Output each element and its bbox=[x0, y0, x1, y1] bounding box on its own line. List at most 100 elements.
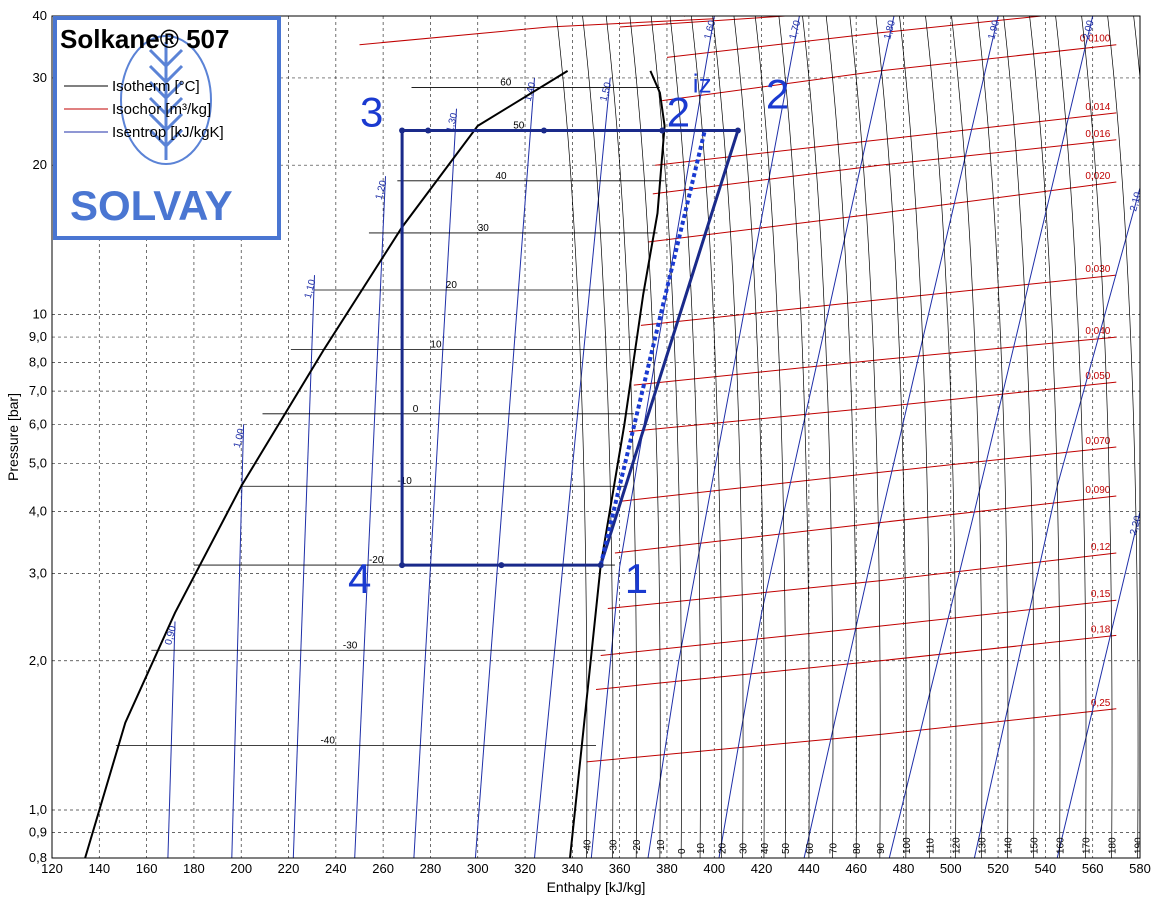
cycle-marker bbox=[399, 562, 406, 569]
isochor-label: 0,12 bbox=[1091, 542, 1111, 553]
isotherm-vapor-line bbox=[1003, 16, 1035, 858]
cycle-marker bbox=[498, 562, 505, 569]
isotherm-bottom-label: 40 bbox=[760, 842, 771, 854]
isochor-line bbox=[359, 18, 715, 46]
isochor-label: 0,0045 bbox=[678, 8, 709, 19]
isochor-label: 0,050 bbox=[1085, 371, 1110, 382]
isotherm-bottom-label: 70 bbox=[829, 842, 840, 854]
chart-title: Solkane® 507 bbox=[60, 24, 229, 54]
cycle-point-label: 4 bbox=[348, 555, 371, 602]
isochor-label: 0,016 bbox=[1085, 129, 1110, 140]
isochor-line bbox=[621, 446, 1117, 502]
isotherm-label: 20 bbox=[446, 280, 458, 291]
isotherm-label: 30 bbox=[478, 223, 490, 234]
isentrope-line bbox=[534, 77, 611, 858]
isotherm-vapor-line bbox=[925, 16, 957, 858]
x-tick-label: 160 bbox=[136, 861, 158, 876]
isentrope-label: 1,40 bbox=[523, 81, 539, 103]
isentrope-label: 1,50 bbox=[598, 81, 614, 103]
isotherm-bottom-label: 90 bbox=[876, 842, 887, 854]
x-tick-label: 340 bbox=[561, 861, 583, 876]
plot-area: 0,00450,00600,00800,01000,0140,0160,0200… bbox=[84, 8, 1144, 858]
y-tick-label: 10 bbox=[33, 306, 47, 321]
isotherm-vapor-line bbox=[691, 16, 723, 858]
isotherm-bottom-label: 20 bbox=[717, 842, 728, 854]
isotherm-bottom-label: 60 bbox=[805, 842, 816, 854]
x-tick-label: 520 bbox=[987, 861, 1009, 876]
isentrope-line bbox=[231, 424, 245, 858]
isotherm-label: -40 bbox=[320, 735, 335, 746]
isochor-label: 0,040 bbox=[1085, 326, 1110, 337]
isotherm-bottom-label: 80 bbox=[852, 842, 863, 854]
isotherm-bottom-label: -20 bbox=[632, 839, 643, 854]
x-tick-label: 380 bbox=[656, 861, 678, 876]
isotherm-bottom-label: 160 bbox=[1056, 837, 1067, 854]
cycle-marker bbox=[597, 562, 604, 569]
y-tick-label: 5,0 bbox=[29, 456, 47, 471]
isentrope-line bbox=[888, 16, 1094, 858]
isentrope-line bbox=[803, 16, 999, 858]
isentrope-label: 1,90 bbox=[986, 19, 1002, 41]
legend-label-isentrop: Isentrop [kJ/kgK] bbox=[112, 124, 224, 141]
isochor-label: 0,25 bbox=[1091, 698, 1111, 709]
isentrope-label: 2,10 bbox=[1128, 191, 1144, 213]
isentrope-line bbox=[718, 16, 895, 858]
isentrope-line bbox=[474, 77, 535, 858]
isotherm-bottom-label: -40 bbox=[583, 839, 594, 854]
x-tick-label: 120 bbox=[41, 861, 63, 876]
x-tick-label: 560 bbox=[1082, 861, 1104, 876]
isotherm-label: 0 bbox=[413, 404, 419, 415]
isotherm-vapor-line bbox=[875, 16, 907, 858]
isentrope-line bbox=[647, 16, 800, 858]
y-tick-label: 8,0 bbox=[29, 354, 47, 369]
isotherm-vapor-line bbox=[582, 16, 614, 858]
isotherm-vapor-line bbox=[669, 16, 701, 858]
x-tick-label: 460 bbox=[845, 861, 867, 876]
isochor-label: 0,0100 bbox=[1080, 34, 1111, 45]
isotherm-bottom-label: 170 bbox=[1082, 837, 1093, 854]
isotherm-label: 10 bbox=[430, 339, 442, 350]
x-tick-label: 260 bbox=[372, 861, 394, 876]
isentrope-label: 1,60 bbox=[703, 19, 719, 41]
isochor-line bbox=[629, 381, 1117, 433]
isentrope-line bbox=[1056, 511, 1140, 858]
isochor-label: 0,15 bbox=[1091, 589, 1111, 600]
x-tick-label: 220 bbox=[278, 861, 300, 876]
isotherm-bottom-label: 30 bbox=[739, 842, 750, 854]
x-tick-label: 320 bbox=[514, 861, 536, 876]
isotherm-bottom-label: 10 bbox=[696, 842, 707, 854]
isochor-label: 0,014 bbox=[1085, 102, 1110, 113]
isochor-line bbox=[647, 181, 1117, 243]
x-tick-label: 200 bbox=[230, 861, 252, 876]
x-tick-label: 360 bbox=[609, 861, 631, 876]
isochor-line bbox=[586, 708, 1117, 763]
isochor-line bbox=[640, 274, 1117, 326]
cycle-point-label: 3 bbox=[360, 88, 383, 135]
y-tick-label: 40 bbox=[33, 8, 47, 23]
x-tick-label: 180 bbox=[183, 861, 205, 876]
isotherm-vapor-line bbox=[733, 16, 765, 858]
isotherm-vapor-line bbox=[778, 16, 810, 858]
isotherm-bottom-label: 180 bbox=[1108, 837, 1119, 854]
x-tick-label: 420 bbox=[751, 861, 773, 876]
isotherm-label: 40 bbox=[495, 171, 507, 182]
x-tick-label: 480 bbox=[893, 861, 915, 876]
isotherm-vapor-line bbox=[754, 16, 786, 858]
x-tick-label: 140 bbox=[88, 861, 110, 876]
y-tick-label: 1,0 bbox=[29, 802, 47, 817]
y-axis-title: Pressure [bar] bbox=[5, 393, 21, 481]
cycle-point-label: 2 bbox=[667, 88, 690, 135]
isotherm-vapor-line bbox=[650, 16, 682, 858]
saturated-liquid-line bbox=[84, 70, 569, 858]
y-tick-label: 3,0 bbox=[29, 566, 47, 581]
isotherm-label: -30 bbox=[343, 640, 358, 651]
legend: Solkane® 507 Isotherm [°C] Isochor [m³/k… bbox=[53, 16, 281, 240]
isotherm-vapor-line bbox=[1107, 16, 1139, 858]
x-axis-ticks: 120 140 160 180 200 220 240 260 280 300 320 340 360 3… bbox=[41, 861, 1151, 876]
x-tick-label: 240 bbox=[325, 861, 347, 876]
x-tick-label: 440 bbox=[798, 861, 820, 876]
isotherm-bottom-label: 0 bbox=[677, 848, 688, 854]
isochor-label: 0,020 bbox=[1085, 171, 1110, 182]
isotherm-vapor-line bbox=[825, 16, 857, 858]
isochor-label: 0,030 bbox=[1085, 264, 1110, 275]
